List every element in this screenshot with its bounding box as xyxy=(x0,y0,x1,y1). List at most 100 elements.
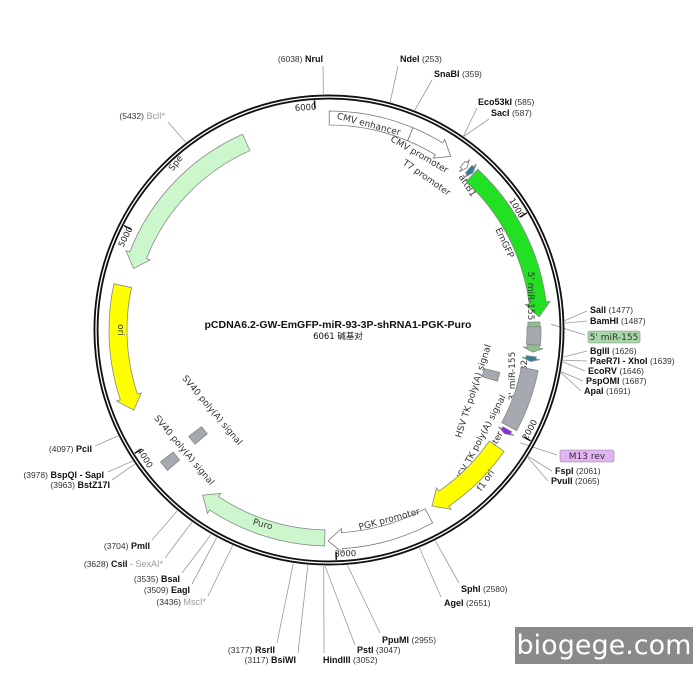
site-leader-line xyxy=(434,540,460,584)
feature-label: 5' miR-155 xyxy=(525,272,535,321)
tick-mark xyxy=(519,212,528,218)
feature-t7-promoter[interactable] xyxy=(459,159,470,173)
site-paer7i-xhoi[interactable]: PaeR7I - XhoI (1639) xyxy=(590,356,675,366)
primer-label: 5' miR-155 xyxy=(590,333,639,343)
site-leader-line xyxy=(564,320,588,324)
site-leader-lines xyxy=(94,65,588,654)
feature-label: SV40 poly(A) signal xyxy=(151,414,215,488)
feature-ori[interactable] xyxy=(108,283,142,411)
feature-sv40-poly-a-signal[interactable] xyxy=(188,426,208,445)
site-pcii[interactable]: (4097) PciI xyxy=(49,444,92,454)
site-sphi[interactable]: SphI (2580) xyxy=(461,584,508,594)
feature-hsv-tk-poly-a-signal[interactable] xyxy=(501,366,539,432)
feature-emgfp[interactable] xyxy=(465,168,552,318)
feature-5-mir-155[interactable] xyxy=(527,321,541,328)
site-leader-line xyxy=(107,460,133,473)
site-leader-line xyxy=(463,107,478,137)
site-bspqi-sapi[interactable]: (3978) BspQI - SapI xyxy=(23,470,104,480)
site-leader-line xyxy=(564,310,588,322)
restriction-sites: (6038) NruI NdeI (253) SnaBI (359) Eco53kI … xyxy=(23,54,674,665)
feature-puro[interactable] xyxy=(202,492,326,547)
feature-t7-promoter[interactable] xyxy=(498,426,515,436)
feature-label: ori xyxy=(115,324,125,336)
feature-hsv-tk-poly-a-signal[interactable] xyxy=(481,368,501,382)
site-leader-line xyxy=(276,563,294,644)
site-eco53ki[interactable]: Eco53kI (585) xyxy=(478,97,535,107)
primer-leader-line xyxy=(550,323,586,336)
feature-sv40-poly-a-signal[interactable] xyxy=(159,451,181,472)
site-bamhi[interactable]: BamHI (1487) xyxy=(590,316,646,326)
site-pspomi[interactable]: PspOMI (1687) xyxy=(586,376,647,386)
feature-mir-93-3p[interactable] xyxy=(526,326,542,346)
site-leader-line xyxy=(181,534,212,574)
site-leader-line xyxy=(463,118,490,137)
site-pvuii[interactable]: PvuII (2065) xyxy=(551,476,600,486)
plasmid-length: 6061 碱基对 xyxy=(313,331,363,342)
site-bsiwi[interactable]: (3117) BsiWI xyxy=(245,655,296,665)
site-fspi[interactable]: FspI (2061) xyxy=(555,466,601,476)
feature-pgk-promoter[interactable] xyxy=(327,508,434,554)
site-bstz17i[interactable]: (3963) BstZ17I xyxy=(50,480,110,490)
site-leader-line xyxy=(528,456,553,472)
primer-leader-line xyxy=(520,442,558,456)
site-eagi[interactable]: (3509) EagI xyxy=(144,585,190,595)
tick-mark xyxy=(134,448,142,454)
feature-cmv-promoter[interactable] xyxy=(407,127,452,159)
feature-f1-ori[interactable] xyxy=(431,440,505,510)
site-msci-[interactable]: (3436) MscI* xyxy=(156,597,206,607)
site-bcli-[interactable]: (5432) BclI* xyxy=(119,111,165,121)
site-saci[interactable]: SacI (587) xyxy=(491,108,532,118)
feature-attb2[interactable] xyxy=(521,355,541,362)
site-leader-line xyxy=(164,521,193,559)
site-leader-line xyxy=(563,350,588,358)
site-leader-line xyxy=(94,435,119,447)
site-nrui[interactable]: (6038) NruI xyxy=(278,54,323,64)
primer-box[interactable] xyxy=(559,449,615,463)
site-leader-line xyxy=(527,457,549,482)
site-ndei[interactable]: NdeI (253) xyxy=(400,54,442,64)
site-bglii[interactable]: BglII (1626) xyxy=(590,346,637,356)
feature-3-mir-155[interactable] xyxy=(523,343,544,353)
site-leader-line xyxy=(389,65,399,103)
site-leader-line xyxy=(561,371,584,382)
site-ecorv[interactable]: EcoRV (1646) xyxy=(588,366,644,376)
tick-label: 6000 xyxy=(295,103,317,114)
backbone-ring-inner xyxy=(95,96,563,564)
site-hindiii[interactable]: HindIII (3052) xyxy=(323,655,378,665)
feature-spe[interactable] xyxy=(125,133,251,269)
site-leader-line xyxy=(347,565,381,634)
site-leader-line xyxy=(414,79,433,111)
tick-mark xyxy=(313,100,316,109)
site-leader-line xyxy=(151,510,178,541)
site-leader-line xyxy=(191,537,218,585)
tick-mark xyxy=(123,224,132,230)
feature-attb1[interactable] xyxy=(464,163,477,178)
site-apai[interactable]: ApaI (1691) xyxy=(584,386,631,396)
tick-mark xyxy=(523,436,531,442)
site-ppumi[interactable]: PpuMI (2955) xyxy=(382,635,436,645)
site-leader-line xyxy=(167,121,187,143)
site-leader-line xyxy=(207,545,234,597)
primer-box[interactable] xyxy=(587,330,641,344)
site-snabi[interactable]: SnaBI (359) xyxy=(434,69,482,79)
site-pmli[interactable]: (3704) PmlI xyxy=(104,541,150,551)
site-rsrii[interactable]: (3177) RsrII xyxy=(228,645,275,655)
site-csii[interactable]: (3628) CsiI - SexAI* xyxy=(84,559,164,569)
site-leader-line xyxy=(419,547,442,598)
site-sali[interactable]: SalI (1477) xyxy=(590,305,633,315)
site-leader-line xyxy=(562,361,586,372)
tick-label: 3000 xyxy=(334,549,356,560)
site-psti[interactable]: PstI (3047) xyxy=(357,645,401,655)
site-leader-line xyxy=(324,565,356,646)
plasmid-title: pCDNA6.2-GW-EmGFP-miR-93-3P-shRNA1-PGK-P… xyxy=(205,319,472,331)
site-bsai[interactable]: (3535) BsaI xyxy=(134,574,180,584)
site-leader-line xyxy=(111,463,135,481)
primer-label: M13 rev xyxy=(569,452,606,462)
feature-label: 3' miR-155 xyxy=(508,352,518,401)
site-leader-line xyxy=(563,359,588,362)
watermark: biogege.com xyxy=(515,627,693,664)
site-agei[interactable]: AgeI (2651) xyxy=(444,598,491,608)
site-leader-line xyxy=(560,372,582,392)
